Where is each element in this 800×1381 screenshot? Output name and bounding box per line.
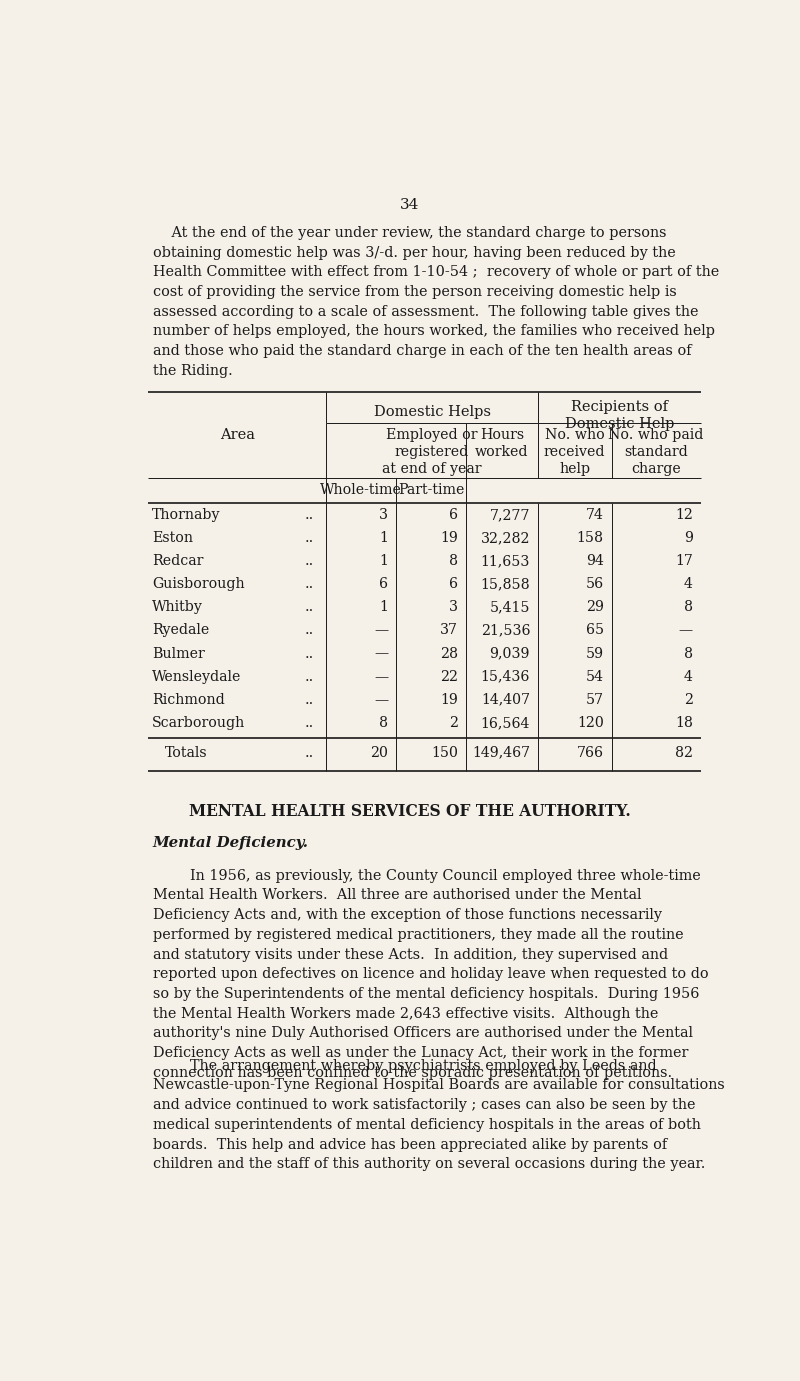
Text: 74: 74	[586, 508, 604, 522]
Text: —: —	[374, 646, 388, 660]
Text: Area: Area	[220, 428, 254, 442]
Text: 120: 120	[577, 715, 604, 731]
Text: Recipients of
Domestic Help: Recipients of Domestic Help	[565, 400, 674, 431]
Text: The arrangement whereby psychiatrists employed by Leeds and
Newcastle-upon-Tyne : The arrangement whereby psychiatrists em…	[153, 1059, 725, 1171]
Text: 6: 6	[449, 577, 458, 591]
Text: 5,415: 5,415	[490, 601, 530, 615]
Text: 2: 2	[449, 715, 458, 731]
Text: 28: 28	[440, 646, 458, 660]
Text: Guisborough: Guisborough	[152, 577, 245, 591]
Text: Mental Deficiency.: Mental Deficiency.	[153, 837, 309, 851]
Text: 9: 9	[684, 532, 693, 545]
Text: 150: 150	[431, 746, 458, 760]
Text: Redcar: Redcar	[152, 554, 203, 568]
Text: 3: 3	[449, 601, 458, 615]
Text: 8: 8	[684, 646, 693, 660]
Text: —: —	[678, 623, 693, 638]
Text: ..: ..	[305, 601, 314, 615]
Text: No. who
received
help: No. who received help	[544, 428, 606, 476]
Text: ..: ..	[305, 508, 314, 522]
Text: In 1956, as previously, the County Council employed three whole-time
Mental Heal: In 1956, as previously, the County Counc…	[153, 869, 708, 1080]
Text: 57: 57	[586, 693, 604, 707]
Text: 1: 1	[379, 554, 388, 568]
Text: 7,277: 7,277	[490, 508, 530, 522]
Text: 65: 65	[586, 623, 604, 638]
Text: 56: 56	[586, 577, 604, 591]
Text: 4: 4	[684, 670, 693, 684]
Text: MENTAL HEALTH SERVICES OF THE AUTHORITY.: MENTAL HEALTH SERVICES OF THE AUTHORITY.	[189, 804, 631, 820]
Text: 22: 22	[440, 670, 458, 684]
Text: ..: ..	[305, 577, 314, 591]
Text: ..: ..	[305, 623, 314, 638]
Text: 59: 59	[586, 646, 604, 660]
Text: 82: 82	[675, 746, 693, 760]
Text: 4: 4	[684, 577, 693, 591]
Text: 11,653: 11,653	[481, 554, 530, 568]
Text: ..: ..	[305, 554, 314, 568]
Text: 21,536: 21,536	[481, 623, 530, 638]
Text: 149,467: 149,467	[472, 746, 530, 760]
Text: —: —	[374, 670, 388, 684]
Text: 8: 8	[449, 554, 458, 568]
Text: Scarborough: Scarborough	[152, 715, 245, 731]
Text: ..: ..	[305, 532, 314, 545]
Text: 9,039: 9,039	[490, 646, 530, 660]
Text: ..: ..	[305, 646, 314, 660]
Text: 54: 54	[586, 670, 604, 684]
Text: 94: 94	[586, 554, 604, 568]
Text: Wensleydale: Wensleydale	[152, 670, 242, 684]
Text: 8: 8	[684, 601, 693, 615]
Text: 8: 8	[379, 715, 388, 731]
Text: At the end of the year under review, the standard charge to persons
obtaining do: At the end of the year under review, the…	[153, 225, 719, 378]
Text: Eston: Eston	[152, 532, 193, 545]
Text: 34: 34	[400, 197, 420, 213]
Text: Richmond: Richmond	[152, 693, 225, 707]
Text: 20: 20	[370, 746, 388, 760]
Text: 2: 2	[684, 693, 693, 707]
Text: 32,282: 32,282	[481, 532, 530, 545]
Text: 6: 6	[379, 577, 388, 591]
Text: Part-time: Part-time	[398, 483, 464, 497]
Text: 37: 37	[440, 623, 458, 638]
Text: 1: 1	[379, 532, 388, 545]
Text: —: —	[374, 693, 388, 707]
Text: 15,858: 15,858	[481, 577, 530, 591]
Text: 6: 6	[449, 508, 458, 522]
Text: 766: 766	[577, 746, 604, 760]
Text: 18: 18	[675, 715, 693, 731]
Text: ..: ..	[305, 715, 314, 731]
Text: Hours
worked: Hours worked	[475, 428, 529, 458]
Text: Ryedale: Ryedale	[152, 623, 209, 638]
Text: Employed or
registered
at end of year: Employed or registered at end of year	[382, 428, 482, 476]
Text: 3: 3	[379, 508, 388, 522]
Text: 17: 17	[675, 554, 693, 568]
Text: 16,564: 16,564	[481, 715, 530, 731]
Text: No. who paid
standard
charge: No. who paid standard charge	[608, 428, 704, 476]
Text: ..: ..	[305, 693, 314, 707]
Text: 19: 19	[440, 532, 458, 545]
Text: 19: 19	[440, 693, 458, 707]
Text: ..: ..	[305, 670, 314, 684]
Text: 29: 29	[586, 601, 604, 615]
Text: ..: ..	[305, 746, 314, 760]
Text: 15,436: 15,436	[481, 670, 530, 684]
Text: 12: 12	[675, 508, 693, 522]
Text: —: —	[374, 623, 388, 638]
Text: Domestic Helps: Domestic Helps	[374, 405, 490, 420]
Text: Whole-time: Whole-time	[320, 483, 402, 497]
Text: 1: 1	[379, 601, 388, 615]
Text: 14,407: 14,407	[481, 693, 530, 707]
Text: Thornaby: Thornaby	[152, 508, 221, 522]
Text: 158: 158	[577, 532, 604, 545]
Text: Bulmer: Bulmer	[152, 646, 205, 660]
Text: Whitby: Whitby	[152, 601, 203, 615]
Text: Totals: Totals	[165, 746, 208, 760]
